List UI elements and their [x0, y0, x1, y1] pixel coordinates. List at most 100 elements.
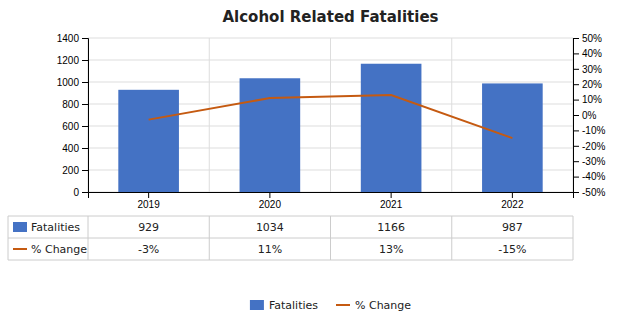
- swatch: [250, 300, 264, 310]
- swatch: [13, 222, 27, 232]
- axis-domain: [574, 39, 580, 193]
- tick-label: 200: [62, 165, 79, 176]
- tick: 50%: [573, 33, 602, 44]
- data-table: Fatalities92910341166987% Change-3%11%13…: [8, 216, 573, 260]
- tick-mark: [512, 192, 513, 198]
- x-axis: 2019 2020 2021 2022: [89, 192, 574, 210]
- swatch: [13, 248, 27, 250]
- tick: 1200: [57, 55, 88, 66]
- tick-label: 1400: [57, 33, 80, 44]
- y2-axis: -50% -40% -30% -20% -10% 0% 10% 20% 30% 40% 50%: [573, 33, 605, 198]
- line: [149, 95, 513, 138]
- data-label: 987: [502, 221, 523, 234]
- table-border: [451, 216, 452, 260]
- title: Alcohol Related Fatalities: [222, 8, 438, 26]
- table-border: [8, 260, 573, 261]
- tick-mark: [573, 177, 579, 178]
- grid-separator: [451, 38, 452, 192]
- tick-mark: [573, 53, 579, 54]
- grid-separator: [209, 38, 210, 192]
- tick-label: 1000: [57, 77, 80, 88]
- chart: Alcohol Related Fatalities20192020202120…: [0, 0, 619, 323]
- bar: [240, 78, 301, 192]
- axis-domain: [82, 39, 89, 193]
- tick: 0%: [573, 110, 597, 121]
- tick: 2022: [501, 192, 524, 210]
- tick-label: 600: [62, 121, 79, 132]
- grid-separator: [330, 38, 331, 192]
- tick-label: 0%: [582, 110, 597, 121]
- tick: 400: [62, 143, 88, 154]
- axis-domain: [89, 193, 574, 199]
- tick: 1000: [57, 77, 88, 88]
- tick-label: 20%: [582, 79, 602, 90]
- swatch: [336, 304, 350, 306]
- legend-item: Fatalities: [250, 299, 318, 312]
- data-label: 929: [138, 221, 159, 234]
- tick-mark: [269, 192, 270, 198]
- tick-mark: [573, 100, 579, 101]
- tick-label: 2022: [501, 199, 524, 210]
- grid: [88, 38, 573, 192]
- tick: 600: [62, 121, 88, 132]
- data-label: 11%: [258, 243, 282, 256]
- tick-label: -40%: [582, 171, 605, 182]
- table-border: [330, 216, 331, 260]
- tick: 800: [62, 99, 88, 110]
- tick-label: 50%: [582, 33, 602, 44]
- tick-mark: [391, 192, 392, 198]
- tick-mark: [573, 192, 579, 193]
- tick-mark: [82, 170, 88, 171]
- table-border: [209, 216, 210, 260]
- tick-label: 2020: [259, 199, 282, 210]
- tick: 200: [62, 165, 88, 176]
- tick-mark: [148, 192, 149, 198]
- tick-mark: [82, 82, 88, 83]
- data-label: 1034: [256, 221, 284, 234]
- tick: 20%: [573, 79, 602, 90]
- table-border: [8, 216, 573, 217]
- table-border: [573, 216, 574, 260]
- tick-mark: [573, 130, 579, 131]
- tick-label: 40%: [582, 48, 602, 59]
- tick-mark: [82, 148, 88, 149]
- tick: 40%: [573, 48, 602, 59]
- legend-label: Fatalities: [269, 299, 318, 312]
- tick: -10%: [573, 125, 605, 136]
- tick: 10%: [573, 94, 602, 105]
- legend-label: % Change: [355, 299, 411, 312]
- legend: Fatalities % Change: [250, 299, 411, 312]
- data-label: 13%: [379, 243, 403, 256]
- tick-mark: [573, 84, 579, 85]
- tick-label: 2019: [138, 199, 161, 210]
- table-border: [8, 238, 573, 239]
- legend-item: % Change: [336, 299, 411, 312]
- tick-mark: [82, 38, 88, 39]
- tick-label: 2021: [380, 199, 403, 210]
- tick: 1400: [57, 33, 88, 44]
- tick: -40%: [573, 171, 605, 182]
- bar: [361, 64, 422, 192]
- marks: [118, 64, 542, 192]
- tick-label: -30%: [582, 156, 605, 167]
- tick: 30%: [573, 64, 602, 75]
- tick-label: -10%: [582, 125, 605, 136]
- tick: 2019: [138, 192, 161, 210]
- data-label: 1166: [377, 221, 405, 234]
- tick-mark: [573, 146, 579, 147]
- tick-mark: [573, 115, 579, 116]
- bar: [118, 90, 179, 192]
- tick-label: 1200: [57, 55, 80, 66]
- tick: -30%: [573, 156, 605, 167]
- table-border: [8, 216, 9, 260]
- tick-label: 400: [62, 143, 79, 154]
- tick-label: 10%: [582, 94, 602, 105]
- tick-label: -20%: [582, 141, 605, 152]
- tick-mark: [82, 60, 88, 61]
- tick-mark: [82, 104, 88, 105]
- tick-mark: [82, 192, 88, 193]
- table-border: [88, 216, 89, 260]
- tick: -50%: [573, 187, 605, 198]
- y-axis: 0200400600800100012001400: [57, 33, 89, 198]
- tick-mark: [573, 38, 579, 39]
